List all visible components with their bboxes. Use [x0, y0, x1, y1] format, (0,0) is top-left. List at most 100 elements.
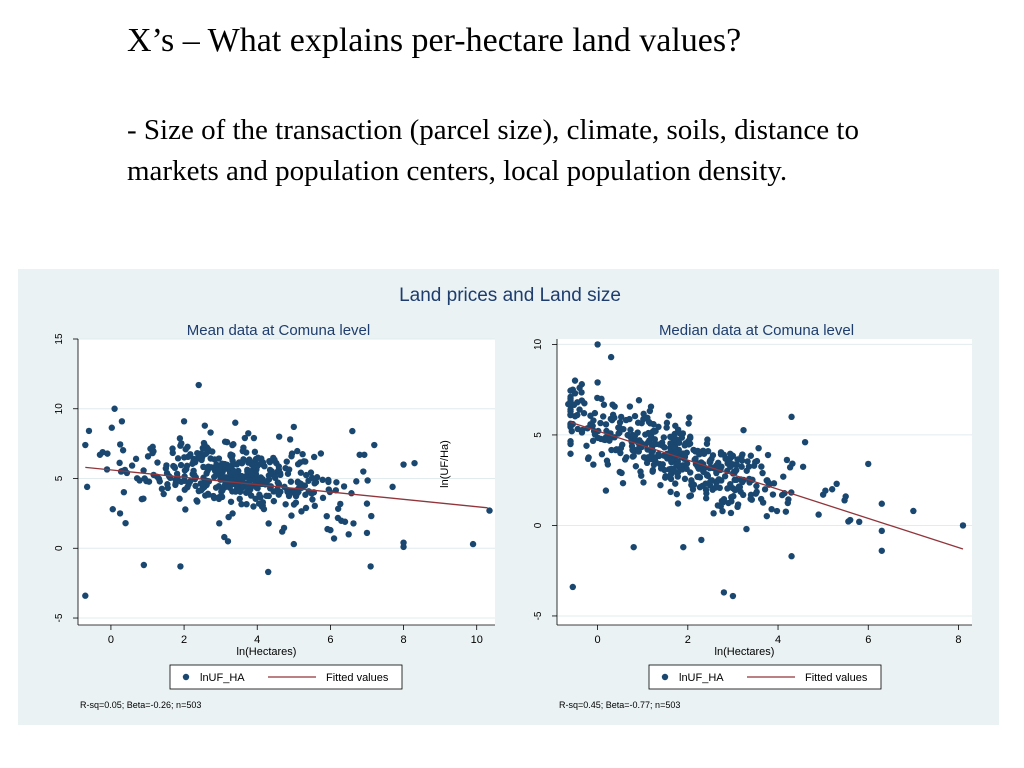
chart1-point — [158, 485, 166, 493]
chart1-point — [172, 481, 179, 489]
chart1-legend-marker — [182, 673, 190, 681]
chart2-legend-entry: lnUF_HA — [679, 672, 724, 684]
chart2-point — [567, 440, 574, 448]
chart1-point — [251, 448, 259, 456]
chart2-point — [698, 536, 705, 544]
chart1-point — [313, 474, 321, 481]
chart2-x-axis-label: ln(Hectares) — [715, 646, 775, 658]
chart1-point — [181, 486, 188, 493]
chart2-point — [569, 583, 576, 591]
chart1-point — [177, 563, 184, 570]
chart1-point — [201, 422, 209, 429]
chart2-point — [655, 451, 662, 458]
chart2-point — [598, 451, 606, 458]
chart2-point — [657, 465, 665, 472]
chart2-legend-marker — [661, 673, 669, 681]
chart1-point — [227, 498, 235, 505]
chart1-point — [333, 479, 340, 486]
chart1-point — [360, 468, 367, 475]
chart1-point — [290, 423, 298, 431]
chart2-point — [662, 474, 669, 481]
chart2-point — [747, 452, 755, 459]
chart1-point — [294, 460, 302, 468]
chart2-point — [878, 547, 885, 554]
chart1-point — [246, 456, 253, 463]
chart1-point — [118, 418, 126, 425]
chart1-point — [232, 419, 239, 426]
chart2-point — [702, 495, 710, 502]
chart2-point — [663, 424, 670, 431]
chart2-point — [567, 393, 574, 401]
chart2-point — [578, 397, 586, 404]
chart2-point — [753, 482, 760, 490]
chart1-y-tick-label: 10 — [54, 403, 65, 415]
chart2-point — [594, 379, 601, 386]
chart1-y-tick-label: 5 — [54, 475, 65, 481]
chart1-point — [400, 461, 407, 468]
chart1-point — [120, 488, 128, 496]
chart1-fit-line — [85, 466, 488, 509]
chart1-point — [300, 458, 308, 465]
chart1-point — [108, 424, 115, 431]
chart1-point — [221, 533, 228, 541]
chart2-point — [640, 454, 648, 461]
chart2-point — [672, 449, 680, 456]
chart2-point — [744, 458, 751, 465]
chart1-point — [363, 529, 371, 537]
chart-figure: Land prices and Land size Mean data at Co… — [18, 269, 999, 725]
chart1-subtitle: Mean data at Comuna level — [187, 322, 370, 339]
chart2-point — [585, 454, 592, 461]
chart2-point — [720, 589, 728, 596]
chart1-point — [250, 462, 258, 469]
chart1-point — [337, 500, 344, 508]
chart1-point — [334, 505, 342, 512]
chart1-point — [297, 469, 305, 476]
chart1-point — [154, 459, 161, 466]
chart2-point — [594, 434, 602, 442]
chart2-point — [773, 507, 781, 515]
chart1-point — [270, 454, 277, 462]
chart1-point — [195, 381, 202, 389]
chart2-point — [618, 469, 625, 477]
chart1-point — [250, 503, 257, 510]
chart1-point — [250, 434, 258, 442]
chart1-point — [270, 497, 278, 505]
chart1-point — [207, 429, 214, 436]
chart2-point — [702, 486, 710, 494]
chart1-point — [229, 510, 236, 517]
chart1-point — [109, 506, 116, 513]
chart2-point — [600, 401, 608, 408]
chart2-point — [631, 412, 639, 420]
chart2-point — [704, 447, 712, 455]
chart2-point — [660, 452, 668, 459]
chart1-point — [186, 478, 194, 485]
chart1-point — [299, 451, 306, 458]
chart1-point — [400, 543, 407, 551]
chart2-point — [646, 407, 654, 415]
chart1-point — [187, 451, 194, 458]
chart2-point — [608, 446, 615, 454]
chart1-x-tick-label: 8 — [400, 634, 406, 646]
chart1-point — [224, 482, 231, 490]
chart1-point — [116, 459, 123, 467]
chart1-point — [311, 502, 319, 510]
chart2-point — [627, 426, 634, 433]
chart1-point — [327, 526, 334, 534]
chart1-point — [116, 510, 124, 517]
chart2-y-axis-label: ln(UF/Ha) — [439, 440, 451, 488]
chart2-point — [632, 463, 640, 470]
chart1-point — [254, 454, 262, 461]
chart1-point — [302, 504, 310, 512]
chart2-point — [828, 486, 836, 493]
chart2-y-tick-label: 5 — [533, 432, 544, 438]
chart2-point — [628, 442, 636, 450]
chart1-point — [162, 465, 170, 472]
chart1-point — [242, 483, 250, 490]
chart2-point — [649, 468, 656, 475]
chart2-point — [686, 433, 694, 440]
chart2-point — [707, 478, 714, 485]
chart1-point — [216, 520, 223, 527]
chart1-point — [275, 491, 282, 498]
chart1-point — [389, 483, 396, 491]
chart1-point — [210, 492, 217, 500]
